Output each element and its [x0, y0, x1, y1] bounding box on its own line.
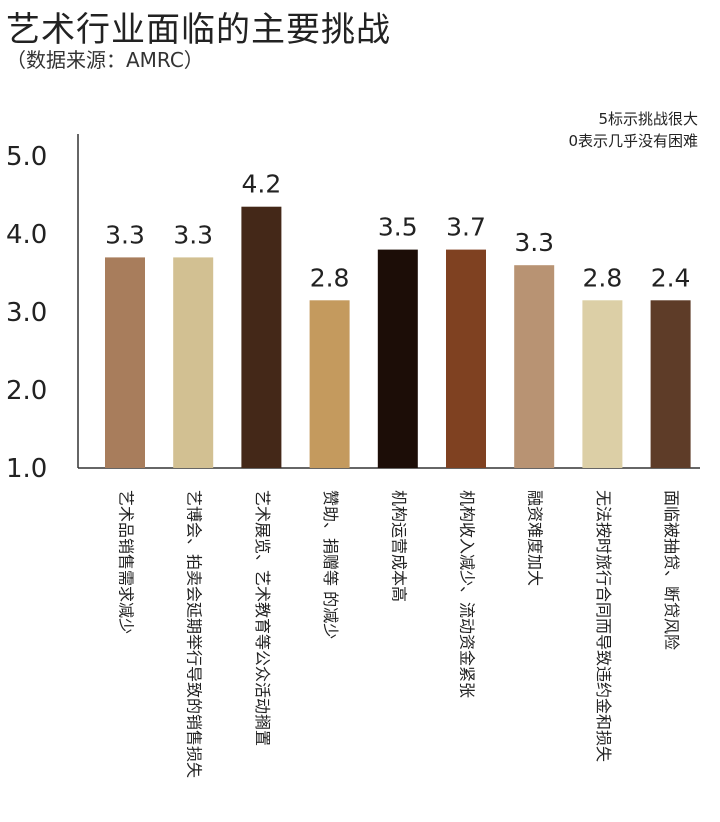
data-label: 2.8: [583, 263, 623, 292]
bar: [377, 249, 418, 468]
category-label: 赞助、捐赠等 的减少: [321, 490, 340, 639]
category-label: 机构运营成本高: [389, 490, 408, 602]
category-label: 艺博会、拍卖会延期举行导致的销售损失: [185, 490, 204, 778]
data-label: 3.3: [105, 220, 145, 249]
category-label: 艺术品销售需求减少: [117, 490, 136, 634]
chart-title: 艺术行业面临的主要挑战: [6, 10, 391, 50]
bar: [105, 257, 145, 468]
data-label: 4.2: [242, 170, 282, 199]
bar: [173, 257, 214, 468]
data-label: 3.3: [173, 220, 213, 249]
category-label: 面临被抽贷、断贷风险: [662, 490, 681, 650]
y-tick-label: 3.0: [6, 298, 47, 328]
y-tick-label: 1.0: [6, 454, 47, 484]
category-label: 无法按时旅行合同而导致违约金和损失: [594, 490, 613, 762]
data-label: 2.4: [651, 263, 691, 292]
bar: [446, 249, 486, 468]
scale-note: 5标示挑战很大 0表示几乎没有困难: [568, 108, 698, 152]
y-tick-label: 4.0: [6, 220, 47, 250]
bar: [241, 206, 282, 468]
data-label: 3.7: [446, 213, 486, 242]
y-tick-label: 5.0: [6, 142, 47, 172]
category-label: 艺术展览、艺术教育等公众活动搁置: [253, 490, 272, 746]
scale-note-line-1: 5标示挑战很大: [598, 110, 698, 128]
scale-note-line-2: 0表示几乎没有困难: [568, 132, 698, 150]
data-label: 3.5: [378, 213, 418, 242]
chart-subtitle: （数据来源：AMRC）: [6, 48, 204, 72]
category-label: 机构收入减少、流动资金紧张: [458, 490, 477, 698]
category-label: 融资难度加大: [526, 490, 545, 586]
bar: [309, 300, 350, 468]
bar: [650, 300, 691, 468]
bar: [582, 300, 623, 468]
data-label: 3.3: [514, 228, 554, 257]
y-tick-label: 2.0: [6, 376, 47, 406]
bar: [514, 265, 555, 468]
data-label: 2.8: [310, 263, 350, 292]
